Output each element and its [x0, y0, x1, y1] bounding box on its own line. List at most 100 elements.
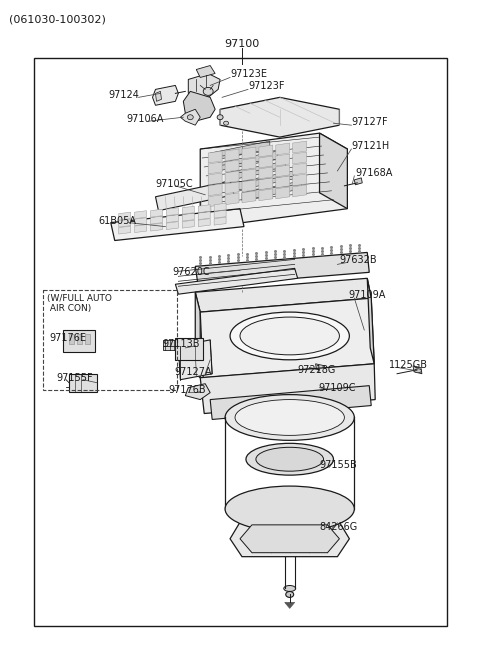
Text: (061030-100302): (061030-100302): [9, 15, 106, 25]
Text: 97155B: 97155B: [320, 461, 357, 470]
Polygon shape: [156, 181, 234, 211]
Text: 97176E: 97176E: [49, 333, 86, 343]
Text: 97218G: 97218G: [298, 365, 336, 375]
Polygon shape: [354, 178, 362, 185]
Polygon shape: [182, 220, 194, 228]
Polygon shape: [225, 160, 239, 172]
Text: 97105C: 97105C: [156, 179, 193, 189]
Polygon shape: [134, 224, 146, 233]
Polygon shape: [285, 602, 295, 608]
Polygon shape: [134, 211, 146, 218]
Polygon shape: [220, 97, 339, 137]
Polygon shape: [276, 176, 290, 188]
Polygon shape: [182, 206, 194, 214]
Text: (W/FULL AUTO: (W/FULL AUTO: [47, 294, 112, 302]
Text: AIR CON): AIR CON): [47, 304, 91, 313]
Ellipse shape: [284, 586, 296, 592]
Polygon shape: [315, 364, 325, 372]
Polygon shape: [214, 210, 226, 218]
Polygon shape: [293, 185, 307, 197]
Text: 97109C: 97109C: [319, 382, 356, 393]
Polygon shape: [134, 218, 146, 226]
Polygon shape: [226, 161, 286, 181]
Polygon shape: [320, 133, 348, 209]
Ellipse shape: [225, 395, 354, 440]
Ellipse shape: [217, 115, 223, 119]
Text: 97124: 97124: [109, 91, 140, 100]
Polygon shape: [183, 91, 215, 121]
Polygon shape: [156, 91, 161, 101]
Polygon shape: [208, 162, 222, 174]
Polygon shape: [119, 226, 131, 234]
Polygon shape: [276, 154, 290, 166]
Polygon shape: [242, 180, 256, 192]
Text: 97632B: 97632B: [339, 255, 377, 266]
Polygon shape: [153, 85, 179, 106]
Text: 97620C: 97620C: [172, 268, 210, 277]
Ellipse shape: [415, 369, 421, 373]
Text: 97106A: 97106A: [127, 114, 164, 124]
Text: 97127A: 97127A: [174, 367, 212, 377]
Polygon shape: [225, 171, 239, 183]
Ellipse shape: [246, 443, 334, 475]
Bar: [43, 290, 178, 390]
Polygon shape: [111, 209, 244, 241]
Text: 97109A: 97109A: [348, 290, 386, 300]
Polygon shape: [151, 223, 162, 231]
Polygon shape: [198, 218, 210, 226]
Polygon shape: [167, 215, 179, 222]
Polygon shape: [200, 298, 374, 378]
Text: 97123F: 97123F: [248, 81, 285, 91]
Bar: [77, 334, 82, 344]
Ellipse shape: [256, 447, 324, 471]
Polygon shape: [200, 364, 375, 413]
Polygon shape: [119, 219, 131, 227]
Polygon shape: [175, 268, 298, 294]
Polygon shape: [119, 212, 131, 220]
Polygon shape: [218, 151, 278, 171]
Polygon shape: [200, 133, 348, 224]
Ellipse shape: [224, 121, 228, 125]
Polygon shape: [276, 143, 290, 155]
Text: 97127F: 97127F: [351, 117, 388, 127]
Polygon shape: [208, 173, 222, 185]
Polygon shape: [293, 163, 307, 175]
Polygon shape: [214, 203, 226, 211]
Polygon shape: [242, 158, 256, 170]
Ellipse shape: [203, 87, 213, 95]
Polygon shape: [293, 152, 307, 164]
Bar: [175, 338, 203, 359]
Ellipse shape: [235, 400, 344, 436]
Polygon shape: [276, 165, 290, 177]
Polygon shape: [195, 278, 371, 312]
Polygon shape: [413, 366, 422, 374]
Text: 97113B: 97113B: [162, 339, 200, 349]
Polygon shape: [151, 216, 162, 224]
Polygon shape: [214, 217, 226, 225]
Polygon shape: [259, 167, 273, 179]
Polygon shape: [196, 66, 215, 77]
Bar: [69, 334, 74, 344]
Polygon shape: [195, 253, 369, 286]
Polygon shape: [185, 384, 210, 400]
Polygon shape: [293, 141, 307, 153]
Polygon shape: [225, 193, 239, 205]
Polygon shape: [167, 208, 179, 216]
Polygon shape: [198, 205, 210, 213]
Bar: [34, 58, 447, 626]
Polygon shape: [167, 222, 179, 230]
Bar: [63, 330, 95, 352]
Text: 97121H: 97121H: [351, 141, 390, 151]
Polygon shape: [259, 178, 273, 190]
Text: 84266G: 84266G: [320, 522, 358, 532]
Bar: [85, 334, 90, 344]
Polygon shape: [151, 209, 162, 217]
Polygon shape: [276, 187, 290, 199]
Ellipse shape: [230, 312, 349, 359]
Polygon shape: [259, 189, 273, 201]
Polygon shape: [234, 171, 294, 191]
Ellipse shape: [240, 317, 339, 355]
Polygon shape: [208, 195, 222, 207]
Polygon shape: [367, 278, 374, 364]
Polygon shape: [240, 525, 339, 553]
